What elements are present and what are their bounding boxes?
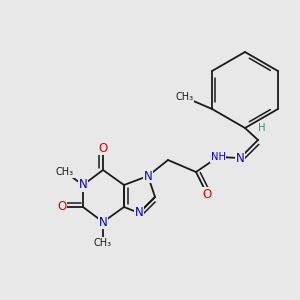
Text: H: H — [258, 123, 266, 133]
Text: NH: NH — [211, 152, 226, 162]
Text: N: N — [236, 152, 244, 164]
Text: CH₃: CH₃ — [175, 92, 193, 102]
Text: CH₃: CH₃ — [56, 167, 74, 177]
Text: N: N — [144, 169, 152, 182]
Text: N: N — [99, 215, 107, 229]
Text: CH₃: CH₃ — [94, 238, 112, 248]
Text: N: N — [135, 206, 143, 220]
Text: O: O — [98, 142, 108, 154]
Text: N: N — [79, 178, 87, 191]
Text: O: O — [202, 188, 211, 200]
Text: O: O — [57, 200, 67, 214]
